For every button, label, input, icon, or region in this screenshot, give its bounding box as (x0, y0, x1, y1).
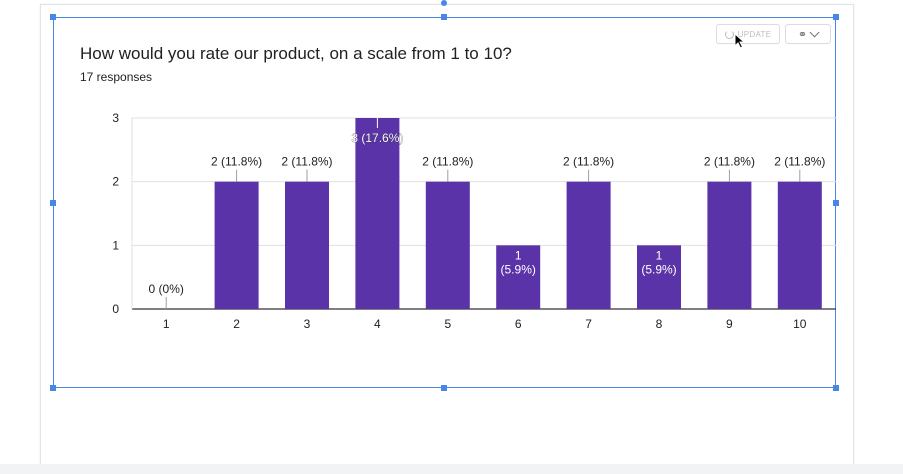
resize-handle-top-right[interactable] (833, 14, 839, 20)
resize-handle-top[interactable] (441, 14, 447, 20)
bar[interactable] (707, 181, 752, 309)
data-label: (5.9%) (501, 262, 536, 276)
bar[interactable] (355, 118, 400, 309)
x-tick-label: 4 (374, 317, 381, 331)
y-tick-label: 3 (112, 111, 119, 125)
update-button[interactable]: UPDATE (716, 24, 780, 44)
y-tick-label: 2 (112, 175, 119, 189)
bar[interactable] (496, 245, 541, 309)
data-label: 2 (11.8%) (563, 155, 614, 169)
x-tick-label: 9 (726, 317, 733, 331)
data-label: 2 (11.8%) (211, 155, 262, 169)
link-options-button[interactable]: ⚭ (785, 24, 831, 44)
data-label: 1 (656, 248, 663, 262)
refresh-icon (724, 29, 734, 39)
update-button-label: UPDATE (737, 29, 772, 39)
data-label: 2 (11.8%) (774, 155, 825, 169)
bar[interactable] (777, 181, 822, 309)
data-label: 1 (515, 248, 522, 262)
resize-handle-right[interactable] (833, 200, 839, 206)
response-count: 17 responses (80, 70, 153, 84)
mouse-cursor-icon (734, 33, 746, 49)
resize-handle-bottom[interactable] (441, 385, 447, 391)
resize-handle-bottom-right[interactable] (833, 385, 839, 391)
bar[interactable] (214, 181, 259, 309)
link-icon: ⚭ (797, 28, 807, 41)
x-tick-label: 1 (163, 317, 170, 331)
data-label: 2 (11.8%) (281, 155, 332, 169)
x-tick-label: 2 (233, 317, 240, 331)
y-tick-label: 0 (112, 302, 119, 316)
rotate-handle[interactable] (441, 0, 447, 6)
x-tick-label: 3 (304, 317, 311, 331)
scroll-strip (0, 464, 903, 474)
x-tick-label: 5 (444, 317, 451, 331)
bar[interactable] (285, 181, 329, 309)
resize-handle-left[interactable] (50, 200, 56, 206)
chart-title: How would you rate our product, on a sca… (80, 44, 512, 63)
data-label: 3 (17.6%) (351, 131, 403, 145)
bar[interactable] (566, 181, 611, 309)
data-label: 2 (11.8%) (704, 155, 755, 169)
data-label: (5.9%) (641, 262, 676, 276)
resize-handle-top-left[interactable] (50, 14, 56, 20)
data-label: 2 (11.8%) (422, 155, 473, 169)
resize-handle-bottom-left[interactable] (50, 385, 56, 391)
bar[interactable] (425, 181, 470, 309)
x-tick-label: 10 (793, 317, 807, 331)
y-tick-label: 1 (112, 238, 119, 252)
x-tick-label: 8 (656, 317, 663, 331)
x-tick-label: 6 (515, 317, 522, 331)
bar[interactable] (637, 245, 681, 309)
x-tick-label: 7 (585, 317, 592, 331)
data-label: 0 (0%) (149, 282, 184, 296)
